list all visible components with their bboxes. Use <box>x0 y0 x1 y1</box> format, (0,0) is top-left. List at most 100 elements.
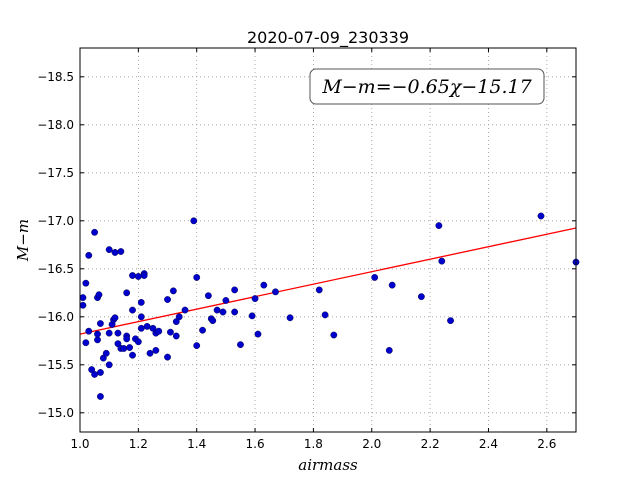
data-point <box>213 306 221 314</box>
data-point <box>143 322 151 330</box>
data-point <box>435 222 443 230</box>
y-tick-label: −17.0 <box>37 214 74 228</box>
data-point <box>137 324 145 332</box>
data-point <box>330 331 338 339</box>
fit-equation-box: M−m=−0.65χ−15.17 <box>309 68 545 105</box>
data-point <box>79 301 87 309</box>
data-point <box>95 291 103 299</box>
data-point <box>181 306 189 314</box>
data-point <box>169 287 177 295</box>
data-point <box>321 311 329 319</box>
y-tick-label: −17.5 <box>37 166 74 180</box>
data-point <box>315 286 323 294</box>
data-point <box>146 349 154 357</box>
data-point <box>209 317 217 325</box>
x-tick-label: 1.2 <box>129 437 148 451</box>
y-tick-label: −18.0 <box>37 118 74 132</box>
plot-frame <box>79 47 577 433</box>
data-point <box>91 228 98 236</box>
x-axis-label: airmass <box>298 456 358 474</box>
data-point <box>105 361 113 369</box>
data-point <box>190 217 198 225</box>
data-point <box>222 297 230 304</box>
data-point <box>167 328 174 336</box>
data-point <box>254 330 262 338</box>
x-axis-ticks: 1.0 1.2 1.4 1.6 1.8 2.0 2.2 2.4 2.6 <box>70 48 556 451</box>
data-point <box>193 274 201 281</box>
data-point <box>385 346 393 354</box>
data-point <box>97 320 104 327</box>
x-tick-label: 1.8 <box>304 437 323 451</box>
data-point <box>388 281 396 289</box>
data-point <box>134 338 142 346</box>
x-tick-label: 1.6 <box>246 437 265 451</box>
data-point <box>193 342 201 349</box>
y-tick-label: −18.5 <box>37 70 74 84</box>
x-tick-label: 2.2 <box>421 437 440 451</box>
data-point <box>248 312 256 320</box>
x-tick-label: 1.0 <box>70 437 89 451</box>
fit-equation: M−m=−0.65χ−15.17 <box>321 76 532 98</box>
data-points <box>79 212 580 400</box>
x-tick-label: 2.0 <box>362 437 381 451</box>
data-point <box>137 313 145 321</box>
data-point <box>126 344 134 351</box>
y-tick-label: −16.5 <box>37 262 74 276</box>
data-point <box>97 369 104 376</box>
data-point <box>94 330 101 338</box>
fit-line <box>79 227 577 335</box>
data-point <box>102 349 110 357</box>
data-point <box>105 246 113 254</box>
data-point <box>129 272 136 279</box>
data-point <box>123 289 131 297</box>
data-point <box>97 393 104 400</box>
data-point <box>85 251 93 259</box>
data-point <box>129 351 136 359</box>
data-point <box>152 346 160 354</box>
data-point <box>417 293 425 301</box>
chart-title: 2020-07-09_230339 <box>247 28 409 48</box>
data-point <box>164 353 171 361</box>
data-point <box>199 326 206 334</box>
data-point <box>219 308 227 316</box>
data-point <box>134 273 142 280</box>
data-point <box>231 308 239 316</box>
data-point <box>129 306 136 314</box>
data-point <box>120 345 128 352</box>
data-point <box>260 281 268 289</box>
x-tick-label: 1.4 <box>187 437 206 451</box>
data-point <box>438 257 446 265</box>
data-point <box>111 314 119 322</box>
data-point <box>140 272 148 279</box>
data-point <box>94 336 101 344</box>
y-tick-label: −16.0 <box>37 310 74 324</box>
data-point <box>172 332 180 340</box>
data-point <box>164 296 171 303</box>
data-point <box>204 292 212 300</box>
data-point <box>237 341 244 349</box>
data-point <box>175 313 183 321</box>
data-point <box>272 288 279 296</box>
data-point <box>82 339 90 347</box>
y-tick-label: −15.0 <box>37 406 74 420</box>
fit-line-layer <box>79 227 577 335</box>
x-tick-label: 2.4 <box>479 437 498 451</box>
annotation-frame <box>309 68 545 105</box>
data-point <box>79 294 87 301</box>
data-point <box>286 314 294 322</box>
data-point <box>114 329 122 337</box>
data-point <box>371 274 379 281</box>
data-point <box>111 249 119 256</box>
data-point <box>82 279 90 287</box>
data-point <box>155 327 163 335</box>
data-point <box>231 286 239 294</box>
data-point <box>85 327 93 335</box>
data-point <box>137 298 145 306</box>
y-tick-label: −15.5 <box>37 358 74 372</box>
data-point <box>123 335 131 343</box>
data-point <box>251 295 259 302</box>
data-point <box>117 248 125 255</box>
data-point <box>91 370 98 378</box>
